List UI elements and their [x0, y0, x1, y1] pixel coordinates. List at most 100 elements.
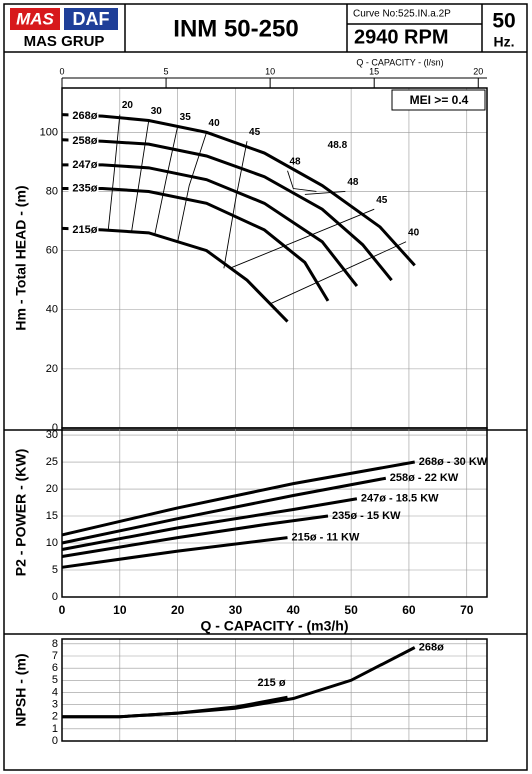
- y-tick-label: 80: [46, 185, 58, 197]
- y-axis-label: NPSH - (m): [13, 653, 29, 726]
- y-tick-label: 60: [46, 245, 58, 257]
- y-tick-label: 8: [52, 638, 58, 650]
- curve-label: 247ø: [72, 159, 97, 171]
- curve-label: 258ø - 22 KW: [390, 472, 459, 484]
- logo-box: [10, 8, 60, 30]
- curve: [62, 695, 288, 719]
- y-tick-label: 10: [46, 537, 58, 549]
- curve-label: 247ø - 18.5 KW: [361, 493, 439, 505]
- efficiency-line: [269, 241, 407, 305]
- efficiency-line: [229, 208, 375, 269]
- y-tick-label: 0: [52, 591, 58, 603]
- x-tick-label: 70: [460, 603, 474, 617]
- y-tick-label: 15: [46, 510, 58, 522]
- efficiency-label: 48: [290, 156, 302, 167]
- efficiency-line: [107, 114, 121, 230]
- efficiency-label: 45: [376, 195, 388, 206]
- curve-label: 235ø: [72, 182, 97, 194]
- outer-frame: [3, 3, 528, 771]
- y-tick-label: 0: [52, 735, 58, 747]
- curve-label: 268ø: [419, 641, 444, 653]
- x-tick-label: 50: [344, 603, 358, 617]
- efficiency-label: 45: [249, 127, 261, 138]
- x-tick-label: 0: [59, 603, 66, 617]
- y-tick-label: 1: [52, 723, 58, 735]
- annotation-box: [391, 89, 486, 111]
- y-tick-label: 100: [40, 126, 58, 138]
- y-tick-label: 4: [52, 686, 58, 698]
- curve: [61, 113, 416, 267]
- y-tick-label: 5: [52, 674, 58, 686]
- y-tick-label: 2: [52, 711, 58, 723]
- curve-label: 235ø - 15 KW: [332, 510, 401, 522]
- efficiency-label: 40: [209, 118, 221, 129]
- curve: [61, 536, 288, 569]
- efficiency-line: [130, 120, 150, 233]
- curve-label: 268ø - 30 KW: [419, 456, 488, 468]
- x-tick-label: 20: [171, 603, 185, 617]
- curve-label-bg: [68, 222, 99, 237]
- annotation: MEI >= 0.4: [410, 93, 469, 107]
- curve: [61, 460, 415, 537]
- efficiency-line: [154, 126, 179, 236]
- x2-tick-label: 15: [369, 66, 379, 76]
- curve: [61, 514, 329, 558]
- y-tick-label: 40: [46, 304, 58, 316]
- curve-label: 215 ø: [257, 677, 285, 689]
- x-tick-label: 10: [113, 603, 127, 617]
- y-tick-label: 0: [52, 422, 58, 434]
- curve-label-bg: [68, 134, 99, 149]
- y-tick-label: 5: [52, 564, 58, 576]
- speed: 2940 RPM: [354, 26, 449, 48]
- curve-label-bg: [68, 181, 99, 196]
- curve: [61, 226, 289, 323]
- y-tick-label: 6: [52, 662, 58, 674]
- efficiency-line: [223, 141, 248, 269]
- title: INM 50-250: [173, 15, 298, 42]
- curve: [62, 163, 359, 288]
- y-axis-label: Hm - Total HEAD - (m): [13, 185, 29, 330]
- x-tick-label: 60: [402, 603, 416, 617]
- curve-label-bg: [68, 157, 99, 172]
- efficiency-label: 20: [122, 100, 134, 111]
- plot-frame: [61, 638, 488, 742]
- x-axis-label: Q - CAPACITY - (m3/h): [200, 618, 348, 634]
- curve-label: 215ø: [72, 224, 97, 236]
- x2-tick-label: 0: [59, 66, 64, 76]
- curve-label: 258ø: [72, 135, 97, 147]
- curve-label: 215ø - 11 KW: [292, 532, 360, 544]
- curve: [61, 476, 387, 545]
- curve: [61, 497, 358, 551]
- efficiency-label: 48: [347, 177, 359, 188]
- x-tick-label: 30: [229, 603, 243, 617]
- efficiency-label: 48.8: [328, 140, 348, 151]
- logo-text: DAF: [73, 9, 110, 29]
- efficiency-label: 40: [408, 227, 420, 238]
- x2-tick-label: 10: [265, 66, 275, 76]
- y-tick-label: 25: [46, 456, 58, 468]
- efficiency-line: [304, 191, 346, 195]
- logo-subtitle: MAS GRUP: [24, 33, 105, 50]
- plot-frame: [61, 427, 488, 598]
- efficiency-line: [177, 132, 207, 242]
- curve: [62, 187, 330, 302]
- plot-frame: [61, 87, 488, 429]
- frequency: 50: [492, 10, 515, 33]
- logo-text: MAS: [16, 9, 54, 28]
- frequency-unit: Hz.: [494, 34, 515, 50]
- efficiency-label: 35: [180, 112, 192, 123]
- y-tick-label: 3: [52, 698, 58, 710]
- curve-no: Curve No:525.IN.a.2P: [353, 9, 451, 20]
- x-tick-label: 40: [287, 603, 301, 617]
- y-axis-label: P2 - POWER - (KW): [13, 449, 29, 577]
- efficiency-label: 30: [151, 106, 163, 117]
- curve-label-bg: [68, 109, 99, 124]
- y-tick-label: 7: [52, 650, 58, 662]
- curve: [61, 138, 393, 282]
- x2-tick-label: 5: [164, 66, 169, 76]
- logo-box: [64, 8, 118, 30]
- efficiency-line: [287, 170, 317, 192]
- y-tick-label: 20: [46, 483, 58, 495]
- y-tick-label: 30: [46, 429, 58, 441]
